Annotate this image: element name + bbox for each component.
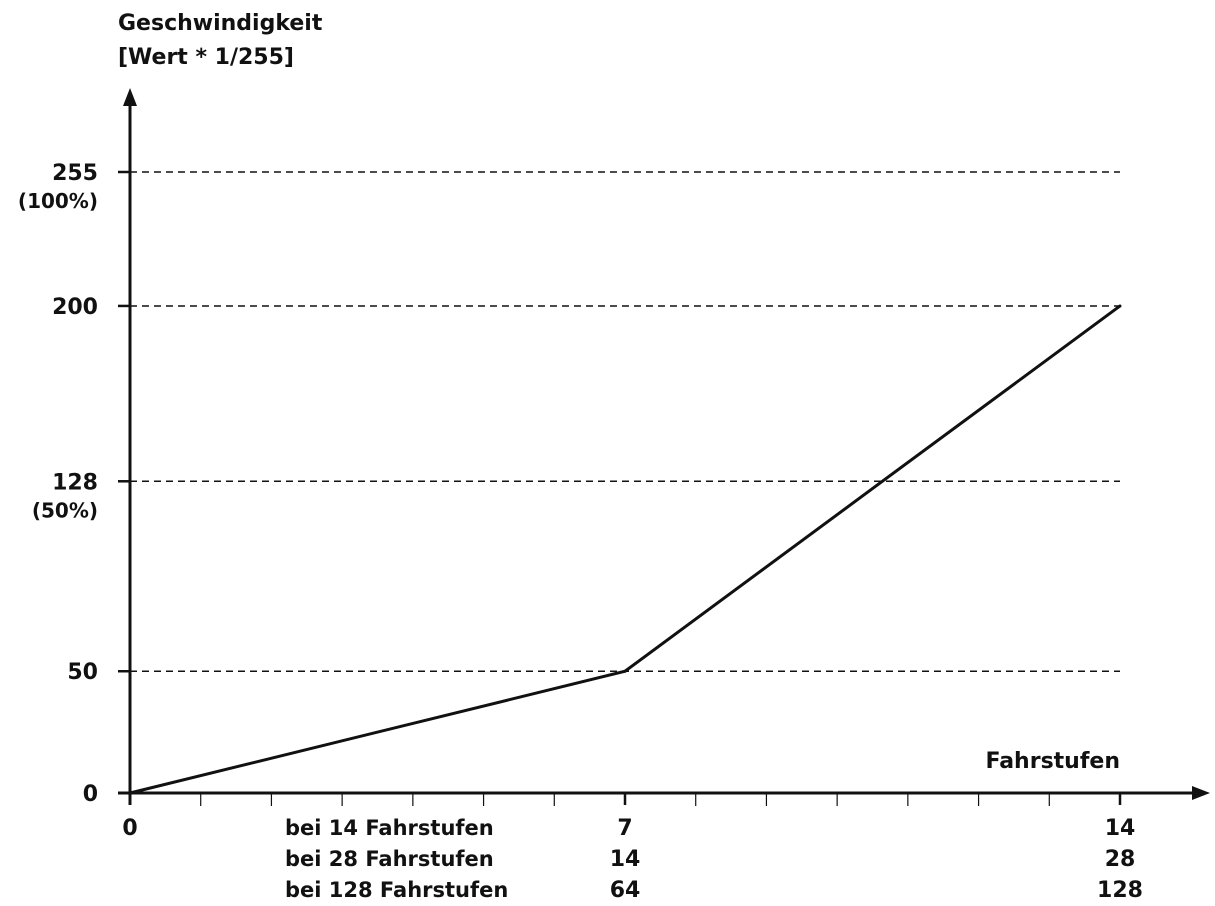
x-origin-label: 0 [122,816,137,841]
y-axis-title-line2: [Wert * 1/255] [118,45,294,70]
axes [118,88,1210,805]
x-scale-end-0: 14 [1105,816,1136,841]
y-tick-labels: 0 50 128 (50%) 200 255 (100%) [18,161,130,807]
y-tick-label-0: 0 [83,782,98,807]
x-scale-mid-1: 14 [610,847,641,872]
y-tick-label-200: 200 [52,295,98,320]
y-axis-arrow [123,88,137,106]
speed-curve-point-2 [1118,304,1122,308]
x-scale-mid-0: 7 [617,816,632,841]
y-tick-sublabel-128: (50%) [32,498,98,522]
x-scale-caption-1: bei 28 Fahrstufen [285,847,494,871]
series-lines [128,304,1122,795]
x-tick-marks [200,793,1122,806]
speed-curve-point-1 [623,669,627,673]
y-tick-label-128: 128 [52,470,98,495]
x-scale-mid-2: 64 [610,878,641,903]
x-scale-labels: bei 14 Fahrstufen 7 14 bei 28 Fahrstufen 14 2… [285,816,1143,903]
y-axis-title-line1: Geschwindigkeit [118,11,323,36]
speed-curve-line-0 [129,304,1121,795]
y-tick-label-50: 50 [67,660,98,685]
y-tick-sublabel-255: (100%) [18,189,98,213]
x-axis-title: Fahrstufen [985,749,1120,774]
gridlines [130,171,1120,672]
x-scale-end-2: 128 [1097,878,1143,903]
x-scale-caption-2: bei 128 Fahrstufen [285,878,508,902]
x-axis-arrow [1192,786,1210,800]
x-scale-end-1: 28 [1105,847,1136,872]
x-scale-caption-0: bei 14 Fahrstufen [285,816,494,840]
y-tick-label-255: 255 [52,161,98,186]
